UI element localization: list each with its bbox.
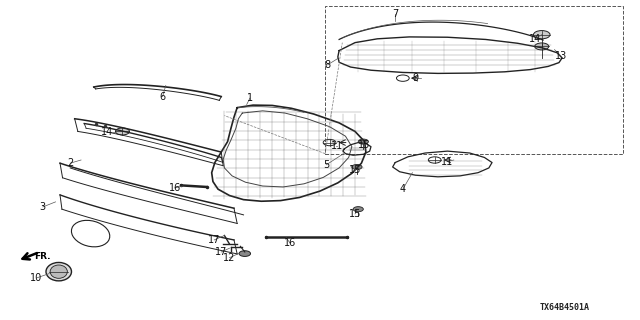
Ellipse shape [50, 265, 67, 278]
Text: 8: 8 [324, 60, 331, 70]
Text: 16: 16 [284, 238, 296, 248]
Ellipse shape [46, 262, 72, 281]
Text: 16: 16 [168, 183, 181, 193]
Circle shape [115, 128, 129, 135]
Text: 3: 3 [40, 202, 46, 212]
Text: 5: 5 [323, 160, 330, 170]
Text: 10: 10 [30, 273, 43, 283]
Text: 11: 11 [331, 141, 343, 151]
Text: 1: 1 [247, 93, 253, 103]
Bar [325, 6, 623, 154]
Text: 7: 7 [392, 9, 398, 19]
Text: 9: 9 [413, 73, 419, 83]
Circle shape [358, 139, 369, 144]
Text: 14: 14 [101, 127, 113, 137]
Text: 15: 15 [349, 165, 361, 175]
Text: 2: 2 [67, 158, 74, 168]
Circle shape [353, 207, 364, 212]
Text: 15: 15 [349, 209, 361, 219]
Circle shape [535, 43, 548, 50]
Circle shape [239, 251, 250, 256]
Text: 17: 17 [215, 247, 227, 257]
Text: TX64B4501A: TX64B4501A [540, 303, 590, 312]
Text: 14: 14 [529, 34, 541, 44]
Text: 11: 11 [442, 156, 454, 167]
Circle shape [352, 164, 362, 170]
Circle shape [534, 31, 550, 39]
Text: 13: 13 [555, 51, 567, 61]
Text: 4: 4 [400, 184, 406, 194]
Text: 12: 12 [223, 253, 236, 263]
Text: FR.: FR. [35, 252, 51, 261]
Text: 17: 17 [208, 235, 220, 245]
Text: 6: 6 [159, 92, 166, 101]
Text: 15: 15 [358, 140, 371, 150]
